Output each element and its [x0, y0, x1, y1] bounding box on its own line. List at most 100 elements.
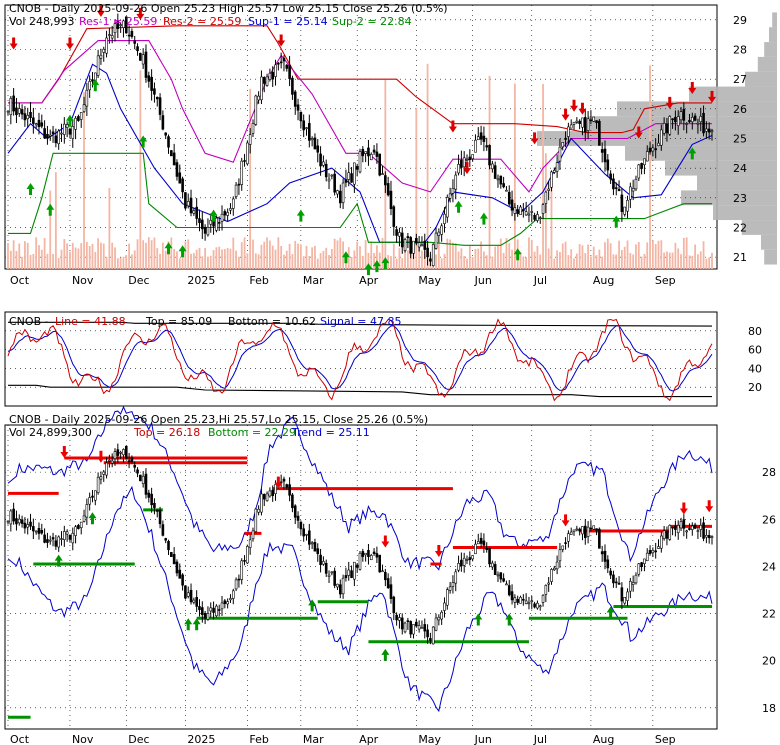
trend-candle-body — [274, 484, 277, 494]
volume-bar — [649, 65, 651, 269]
price-candle-body — [158, 97, 162, 115]
trend-candle-body — [57, 536, 60, 548]
trend-candle-body — [662, 530, 666, 539]
trend-candle-body — [336, 583, 339, 588]
oscillator-title: CNOB - — [9, 315, 49, 328]
trend-candle-body — [51, 537, 55, 540]
trend-candle-body — [209, 607, 213, 612]
price-candle-body — [583, 117, 587, 133]
volume-bar — [375, 245, 378, 269]
volume-bar — [150, 240, 153, 269]
price-candle-body — [488, 145, 491, 166]
volume-bar — [508, 243, 511, 269]
price-candle-body — [108, 34, 111, 36]
price-candle-body — [603, 148, 607, 163]
trend-top-label: Top = 26.18 — [133, 426, 200, 439]
price-candle-body — [485, 145, 489, 148]
volume-bar — [209, 255, 212, 269]
volume-bar — [170, 237, 173, 269]
trend-candle-body — [130, 457, 134, 463]
oscillator-top-label: Top = 85.09 — [145, 315, 212, 328]
price-candle-body — [406, 236, 410, 239]
volume-bar — [7, 242, 9, 269]
trend-buy-arrow-0 — [54, 554, 63, 567]
oscillator-panel: 20 40 60 80 CNOB - Line = 41.88 Top = 85.09… — [4, 311, 762, 407]
volume-bar — [297, 243, 299, 269]
volume-bar — [567, 255, 570, 269]
trend-candle-body — [262, 493, 266, 500]
volume-bar — [559, 252, 561, 269]
volume-profile-bar-7 — [625, 145, 777, 161]
oscillator-header: CNOB - Line = 41.88 Top = 85.09 Bottom =… — [9, 315, 402, 328]
volume-bar — [615, 254, 618, 269]
price-candle-body — [479, 132, 483, 140]
price-candles — [6, 13, 714, 267]
volume-bar — [116, 258, 119, 269]
trend-candle-body — [507, 585, 511, 596]
volume-bar — [694, 244, 697, 269]
volume-bar — [592, 246, 595, 269]
trend-candle-body — [305, 533, 308, 536]
price-candle-body — [246, 142, 249, 165]
price-candle-body — [347, 172, 351, 180]
trend-candle-body — [696, 530, 700, 532]
price-candle-body — [68, 128, 72, 135]
volume-bar — [23, 241, 26, 269]
trend-candle-body — [353, 561, 356, 580]
volume-bar — [435, 254, 437, 269]
trend-candle-body — [367, 550, 370, 557]
trend-candle-body — [29, 521, 32, 527]
price-candle-body — [651, 147, 655, 152]
price-volume-bars — [7, 63, 713, 270]
price-candle-body — [71, 126, 75, 139]
price-candle-body — [330, 174, 334, 177]
trend-candle-body — [330, 571, 334, 574]
price-candle-body — [293, 91, 297, 107]
volume-bar — [612, 254, 615, 269]
trend-candle-body — [429, 638, 432, 641]
volume-bar — [525, 257, 528, 269]
volume-bar — [21, 256, 23, 269]
trend-candle-body — [538, 605, 542, 608]
trend-candle-body — [626, 591, 629, 601]
volume-bar — [322, 250, 325, 269]
price-candle-body — [338, 190, 342, 204]
trend-candle-body — [93, 490, 97, 501]
price-candle-body — [34, 123, 38, 126]
res2-label: Res-2 = 25.59 — [163, 15, 241, 28]
price-candle-body — [443, 213, 446, 224]
trend-candle-body — [403, 622, 407, 633]
price-y-tick-28: 28 — [733, 43, 747, 56]
price-candle-body — [133, 40, 137, 44]
trend-candle-body — [569, 531, 573, 535]
trend-plot-frame — [4, 424, 718, 730]
volume-bar — [66, 243, 69, 269]
price-candle-body — [372, 149, 376, 153]
trend-candle-body — [316, 548, 320, 555]
price-candle-body — [265, 76, 269, 86]
price-candle-body — [434, 232, 438, 249]
volume-bar — [480, 241, 482, 269]
volume-bar — [280, 245, 283, 269]
volume-bar — [52, 253, 54, 269]
price-candle-body — [9, 98, 13, 115]
price-candle-body — [476, 136, 480, 141]
osc-bottom-band — [8, 384, 712, 398]
price-candle-body — [491, 163, 494, 170]
trend-candle-body — [381, 570, 384, 573]
oscillator-series — [7, 318, 713, 402]
trend-candle-body — [651, 549, 655, 554]
price-candle-body — [172, 152, 176, 166]
price-candle-body — [657, 142, 660, 147]
trend-candle-body — [547, 582, 550, 585]
price-candle-body — [355, 166, 359, 170]
osc-signal-line — [7, 325, 713, 392]
volume-bar — [145, 242, 147, 269]
trend-candle-body — [688, 528, 691, 530]
volume-bar — [584, 253, 587, 269]
trend-candle-body — [338, 584, 342, 595]
volume-bar — [404, 246, 406, 269]
trend-candle-body — [690, 525, 694, 530]
price-candle-body — [423, 240, 427, 250]
price-candle-body — [685, 123, 688, 125]
